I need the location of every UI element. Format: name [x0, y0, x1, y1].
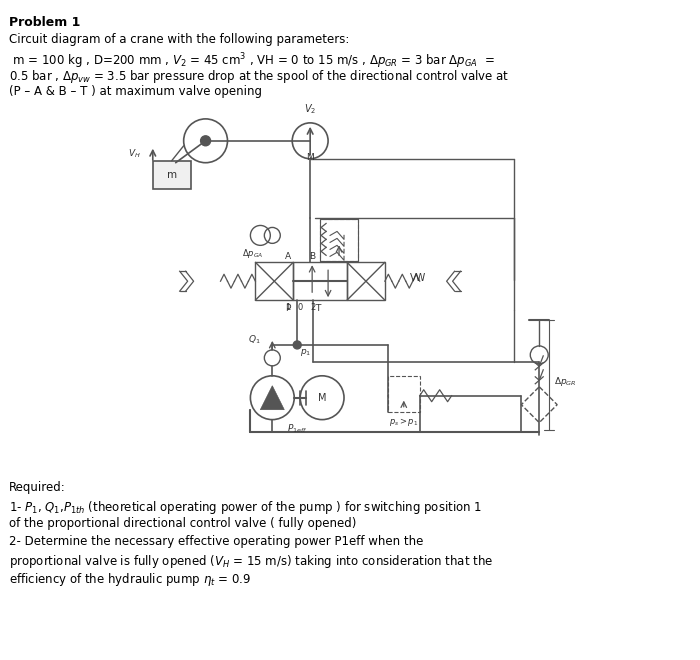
- Text: $\Delta p_{GR}$: $\Delta p_{GR}$: [554, 376, 577, 388]
- Text: B: B: [309, 252, 315, 261]
- Text: $V_2$: $V_2$: [304, 102, 316, 116]
- Text: A: A: [285, 252, 291, 261]
- Circle shape: [293, 341, 301, 349]
- Bar: [320, 220, 358, 261]
- Text: m: m: [167, 170, 177, 180]
- Bar: [347, 262, 385, 300]
- Text: m = 100 kg , D=200 mm , $V_2$ = 45 cm$^3$ , VH = 0 to 15 m/s , $\Delta p_{GR}$ =: m = 100 kg , D=200 mm , $V_2$ = 45 cm$^3…: [9, 51, 495, 71]
- Text: 1: 1: [285, 303, 290, 312]
- Polygon shape: [260, 385, 284, 410]
- Bar: [256, 262, 293, 300]
- Text: (P – A & B – T ) at maximum valve opening: (P – A & B – T ) at maximum valve openin…: [9, 85, 262, 98]
- Text: Problem 1: Problem 1: [9, 16, 80, 29]
- Text: efficiency of the hydraulic pump $\eta_t$ = 0.9: efficiency of the hydraulic pump $\eta_t…: [9, 571, 251, 588]
- Text: $Q_1$: $Q_1$: [248, 334, 260, 346]
- Text: 0.5 bar , $\Delta p_{vw}$ = 3.5 bar pressure drop at the spool of the directiona: 0.5 bar , $\Delta p_{vw}$ = 3.5 bar pres…: [9, 68, 510, 85]
- Text: 0: 0: [298, 303, 303, 312]
- Text: Circuit diagram of a crane with the following parameters:: Circuit diagram of a crane with the foll…: [9, 33, 350, 46]
- Text: 2- Determine the necessary effective operating power P1eff when the: 2- Determine the necessary effective ope…: [9, 535, 424, 548]
- Text: $V_H$: $V_H$: [128, 147, 141, 160]
- Bar: [153, 161, 190, 189]
- Text: M: M: [307, 152, 314, 162]
- Text: 2: 2: [311, 303, 316, 312]
- Text: VW: VW: [410, 273, 426, 283]
- Text: proportional valve is fully opened ($V_H$ = 15 m/s) taking into consideration th: proportional valve is fully opened ($V_H…: [9, 553, 494, 570]
- Bar: [388, 376, 420, 412]
- Bar: [320, 220, 358, 261]
- Text: M: M: [318, 393, 326, 403]
- Text: 1- $P_1$, $Q_1$,$P_{1th}$ (theoretical operating power of the pump ) for switchi: 1- $P_1$, $Q_1$,$P_{1th}$ (theoretical o…: [9, 499, 482, 516]
- Text: P: P: [285, 304, 290, 313]
- Text: Required:: Required:: [9, 481, 66, 494]
- Polygon shape: [522, 387, 557, 422]
- Text: $\Delta p_{GA}$: $\Delta p_{GA}$: [242, 248, 264, 260]
- Circle shape: [201, 136, 211, 146]
- Bar: [293, 262, 347, 300]
- Text: $p_1$: $p_1$: [300, 347, 312, 358]
- Text: T: T: [315, 304, 321, 313]
- Text: $P_{1eff}$: $P_{1eff}$: [287, 422, 307, 435]
- Text: of the proportional directional control valve ( fully opened): of the proportional directional control …: [9, 517, 357, 530]
- Text: $p_s$$>$$p_1$: $p_s$$>$$p_1$: [389, 416, 419, 428]
